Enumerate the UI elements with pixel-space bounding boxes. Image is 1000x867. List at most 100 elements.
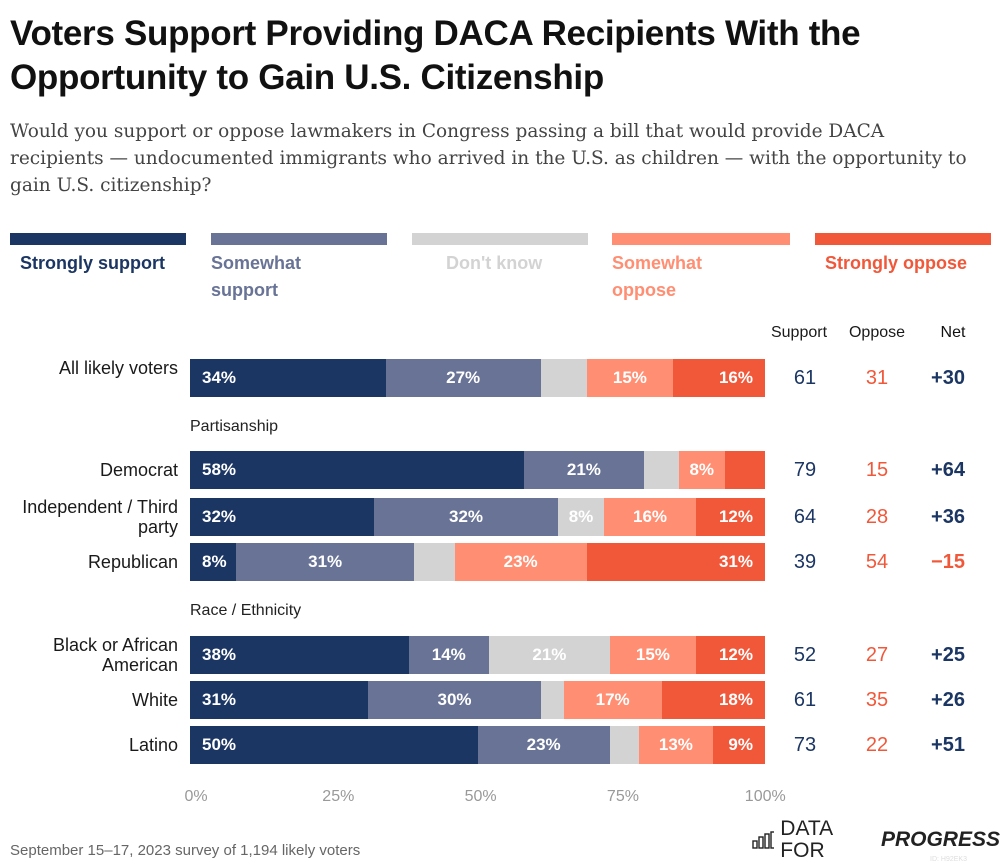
oppose-value: 35 [865,689,889,711]
segment-label: 23% [503,552,538,571]
net-value: +26 [931,689,965,711]
support-value: 39 [793,551,817,573]
bar-segment-somewhat-support: 14% [408,636,489,674]
oppose-value: 15 [865,459,889,481]
legend-swatch [412,233,588,245]
column-header-oppose: Oppose [848,324,906,341]
segment-label: 31% [202,690,237,709]
column-header-support: Support [770,324,828,341]
row-label: Independent / Third party [22,497,178,537]
x-tick-label: 75% [606,788,639,805]
x-tick-label: 50% [464,788,497,805]
support-value: 61 [793,367,817,389]
bar-segment-somewhat-support: 21% [523,451,645,489]
legend-swatch [612,233,790,245]
segment-label: 21% [532,645,567,664]
row-label: Democrat [99,460,178,480]
segment-label: 13% [658,735,693,754]
bar-segment-don-t-know [609,726,639,764]
legend-swatch [10,233,186,245]
bar-segment-somewhat-oppose: 8% [678,451,725,489]
row-label: Black or African American [52,635,178,675]
support-value: 64 [793,506,817,528]
bar-segment-somewhat-oppose: 16% [604,498,696,536]
bar-segment-somewhat-support: 30% [368,681,541,719]
support-value: 61 [793,689,817,711]
segment-label: 21% [566,460,601,479]
bar-segment-strongly-oppose: 16% [673,359,765,397]
segment-label: 38% [202,645,237,664]
bar-segment-don-t-know: 8% [558,498,604,536]
legend-label: Somewhat support [211,253,302,300]
segment-label: 15% [612,368,647,387]
row-label: Republican [87,552,178,572]
bar-segment-strongly-oppose: 12% [696,636,765,674]
bar-segment-somewhat-support: 31% [236,543,415,581]
segment-label: 32% [202,507,237,526]
segment-label: 18% [718,690,753,709]
segment-label: 14% [431,645,466,664]
row-label: White [131,690,178,710]
row-label: Latino [128,735,178,755]
logo: DATA FOR PROGRESS [752,818,1000,862]
bar-chart-logo-icon [752,831,775,849]
legend-label: Somewhat oppose [612,253,703,300]
oppose-value: 28 [865,506,889,528]
bar-segment-somewhat-support: 27% [385,359,541,397]
bar-segment-don-t-know [540,681,564,719]
row-label: All likely voters [58,358,178,378]
segment-label: 12% [718,645,753,664]
logo-text-bold: PROGRESS [880,828,1000,851]
net-value: +36 [931,506,965,528]
legend-swatch [211,233,387,245]
bar-segment-somewhat-oppose: 15% [609,636,696,674]
legend-label: Strongly oppose [825,253,968,273]
legend-label: Strongly support [20,253,165,273]
segment-label: 8% [568,507,594,526]
bar-segment-don-t-know [540,359,587,397]
bar-segment-strongly-support: 32% [190,498,374,536]
net-value: +30 [931,367,965,389]
net-value: +25 [931,644,965,666]
segment-label: 9% [728,735,753,754]
bar-segment-strongly-oppose: 9% [713,726,765,764]
net-value: +64 [931,459,965,481]
segment-label: 16% [718,368,753,387]
net-value: +51 [931,734,965,756]
segment-label: 12% [718,507,753,526]
segment-label: 16% [632,507,668,526]
support-value: 52 [793,644,817,666]
chart-subtitle: Would you support or oppose lawmakers in… [10,121,967,196]
segment-label: 27% [446,368,481,387]
legend-label: Don't know [446,253,543,273]
segment-label: 32% [448,507,484,526]
segment-label: 15% [635,645,670,664]
segment-label: 50% [202,735,237,754]
bar-segment-strongly-support: 58% [190,451,524,489]
chart-title: Voters Support Providing DACA Recipients… [10,14,861,97]
segment-label: 23% [526,735,561,754]
bar-segment-strongly-support: 8% [190,543,236,581]
column-header-net: Net [940,324,966,341]
segment-label: 17% [595,690,630,709]
net-value: −15 [931,551,965,573]
bar-segment-strongly-oppose: 12% [696,498,765,536]
image-id: ID: H92EK3 [930,856,967,863]
legend-swatch [815,233,991,245]
bar-segment-somewhat-support: 23% [477,726,610,764]
logo-text: DATA FOR [780,817,833,862]
bar-segment-strongly-support: 50% [190,726,478,764]
bar-segment-strongly-support: 38% [190,636,409,674]
segment-label: 31% [308,552,343,571]
x-tick-label: 100% [744,788,786,805]
bar-segment-strongly-support: 34% [190,359,386,397]
bar-segment-don-t-know [644,451,679,489]
x-tick-label: 25% [322,788,355,805]
segment-label: 8% [202,552,227,571]
bar-segment-somewhat-support: 32% [374,498,558,536]
bar-segment-strongly-oppose [724,451,765,489]
oppose-value: 31 [865,367,889,389]
bar-segment-somewhat-oppose: 15% [586,359,673,397]
oppose-value: 54 [865,551,889,573]
group-label: Partisanship [190,418,279,435]
